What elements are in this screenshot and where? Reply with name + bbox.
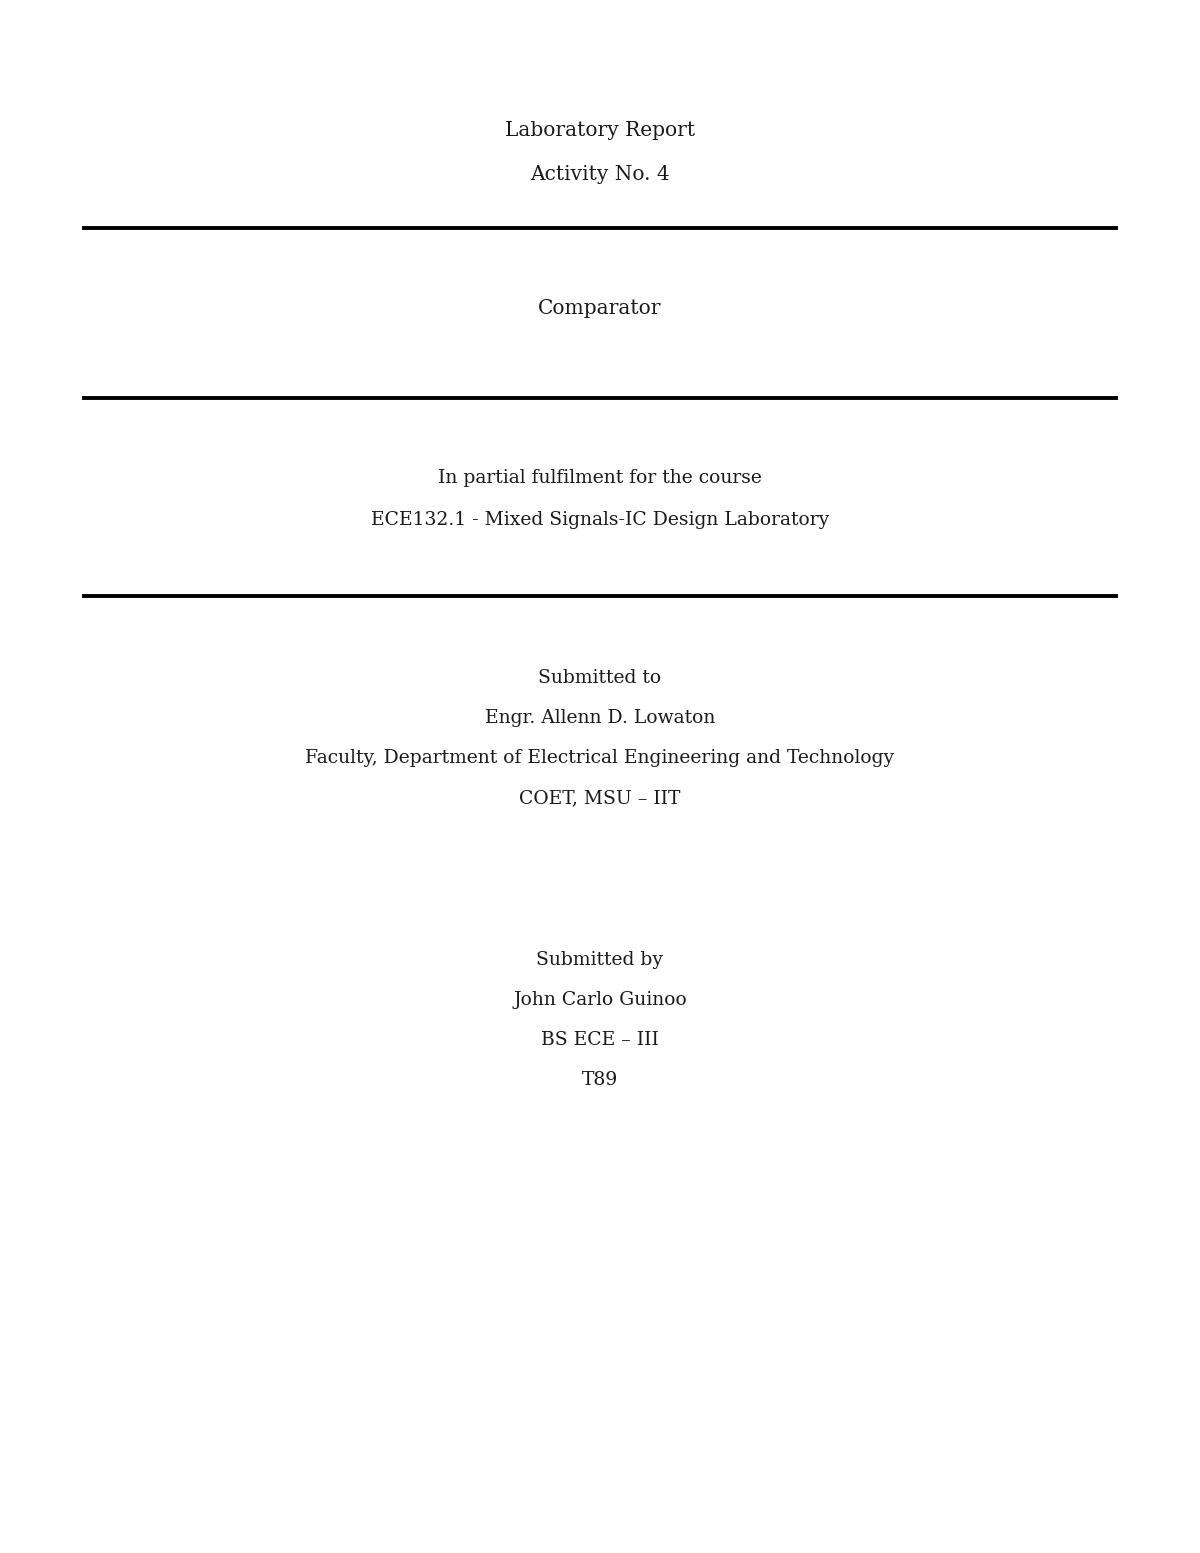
Text: Laboratory Report: Laboratory Report	[505, 121, 695, 140]
Text: BS ECE – III: BS ECE – III	[541, 1031, 659, 1048]
Text: Comparator: Comparator	[539, 298, 661, 317]
Text: In partial fulfilment for the course: In partial fulfilment for the course	[438, 469, 762, 488]
Text: Submitted to: Submitted to	[539, 669, 661, 686]
Text: Faculty, Department of Electrical Engineering and Technology: Faculty, Department of Electrical Engine…	[306, 749, 894, 767]
Text: Activity No. 4: Activity No. 4	[530, 166, 670, 185]
Text: Submitted by: Submitted by	[536, 950, 664, 969]
Text: COET, MSU – IIT: COET, MSU – IIT	[520, 789, 680, 808]
Text: T89: T89	[582, 1072, 618, 1089]
Text: Engr. Allenn D. Lowaton: Engr. Allenn D. Lowaton	[485, 710, 715, 727]
Text: John Carlo Guinoo: John Carlo Guinoo	[514, 991, 686, 1009]
Text: ECE132.1 - Mixed Signals-IC Design Laboratory: ECE132.1 - Mixed Signals-IC Design Labor…	[371, 511, 829, 530]
